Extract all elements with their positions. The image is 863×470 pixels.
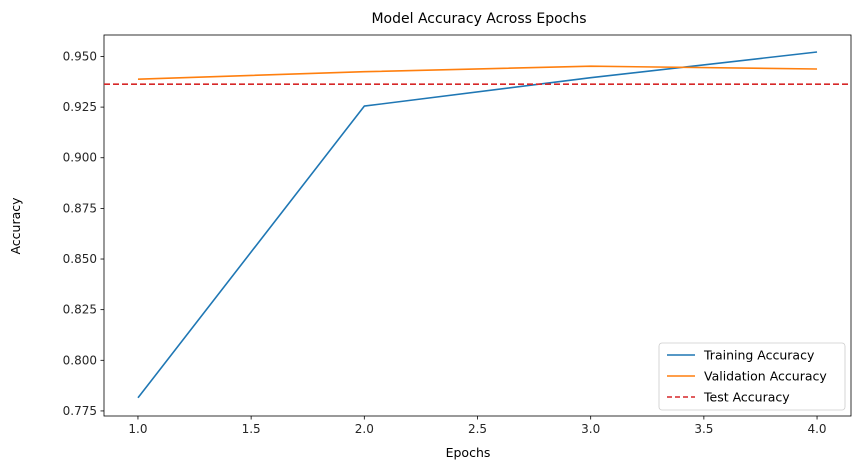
plot-area: 1.0 1.5 2.0 2.5 3.0 3.5 4.0 0.775 0.800 0.825 0.8… bbox=[63, 34, 852, 436]
series-line-training-accuracy bbox=[137, 51, 818, 399]
y-tick-label: 0.825 bbox=[63, 303, 97, 317]
y-tick-label: 0.900 bbox=[63, 151, 97, 165]
x-axis-label: Epochs bbox=[446, 445, 491, 460]
legend-label-validation-accuracy: Validation Accuracy bbox=[704, 369, 827, 384]
x-tick-label: 3.5 bbox=[694, 422, 713, 436]
x-tick-label: 4.0 bbox=[807, 422, 826, 436]
y-tick-label: 0.925 bbox=[63, 100, 97, 114]
y-tick-label: 0.850 bbox=[63, 252, 97, 266]
y-tick-label: 0.950 bbox=[63, 49, 97, 63]
x-tick-label: 3.0 bbox=[581, 422, 600, 436]
x-tick-label: 1.0 bbox=[128, 422, 147, 436]
series-lines bbox=[104, 51, 851, 399]
legend-box bbox=[658, 342, 846, 411]
chart-title: Model Accuracy Across Epochs bbox=[371, 11, 586, 27]
y-tick-label: 0.875 bbox=[63, 201, 97, 215]
x-tick-label: 2.0 bbox=[355, 422, 374, 436]
legend: Training Accuracy Validation Accuracy Test… bbox=[658, 342, 846, 411]
x-tick-label: 1.5 bbox=[242, 422, 261, 436]
x-axis-ticks: 1.0 1.5 2.0 2.5 3.0 3.5 4.0 bbox=[128, 416, 827, 436]
legend-label-training-accuracy: Training Accuracy bbox=[703, 348, 815, 363]
legend-label-test-accuracy: Test Accuracy bbox=[703, 390, 790, 405]
x-tick-label: 2.5 bbox=[468, 422, 487, 436]
y-tick-label: 0.775 bbox=[63, 404, 97, 418]
y-tick-label: 0.800 bbox=[63, 353, 97, 367]
series-line-validation-accuracy bbox=[137, 65, 818, 80]
y-axis-label: Accuracy bbox=[8, 197, 23, 255]
y-axis-ticks: 0.775 0.800 0.825 0.850 0.875 0.900 0.925 0.950 bbox=[63, 49, 104, 418]
